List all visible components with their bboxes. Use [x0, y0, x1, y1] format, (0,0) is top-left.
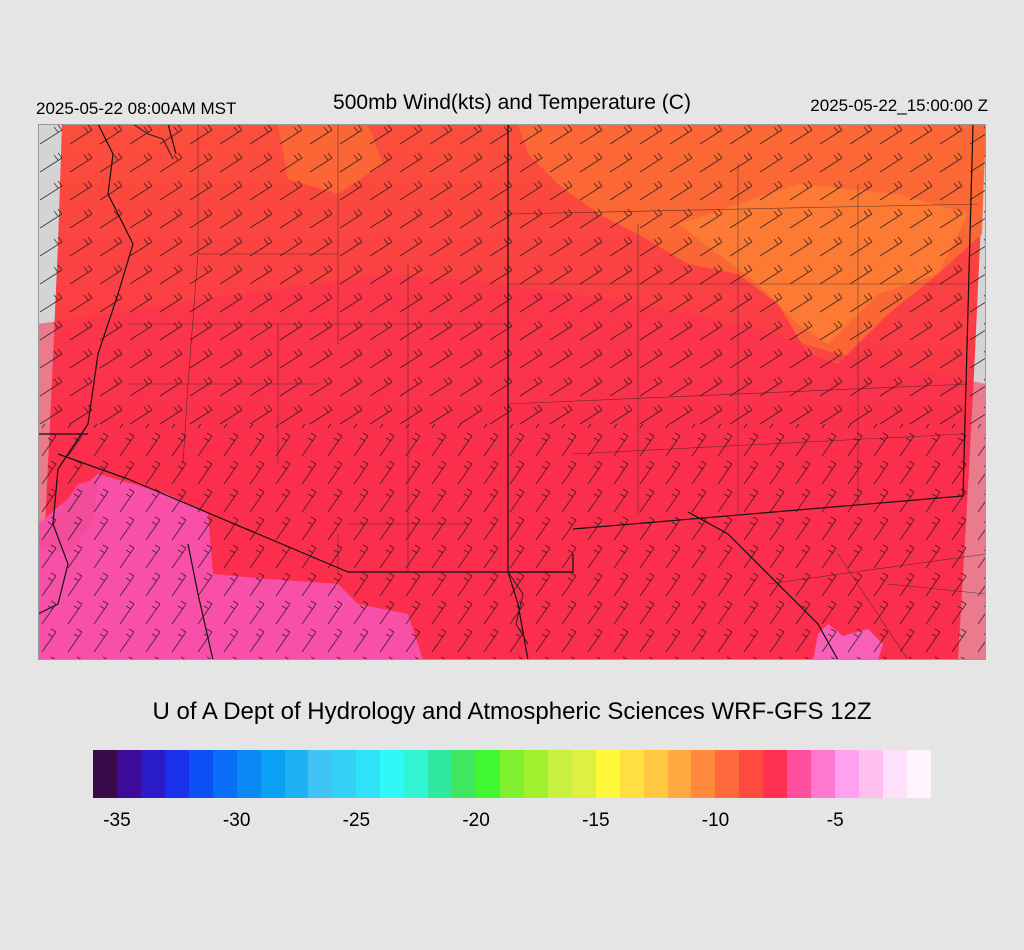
colorbar-tick-label: -25 [342, 810, 371, 831]
colorbar-swatch [906, 750, 931, 798]
colorbar-swatch [643, 750, 668, 798]
wind-barbs-north [38, 124, 986, 424]
colorbar-swatch [380, 750, 405, 798]
colorbar-tick-label: -30 [222, 810, 251, 831]
colorbar-tick-label: -20 [462, 810, 490, 831]
temperature-wind-map [38, 124, 986, 660]
colorbar-swatch [452, 750, 476, 798]
map-title: 500mb Wind(kts) and Temperature (C) [333, 91, 691, 114]
colorbar-swatch [667, 750, 692, 798]
colorbar-swatch [763, 750, 788, 798]
state-boundaries [38, 124, 974, 660]
colorbar-swatch [404, 750, 429, 798]
colorbar-swatch [595, 750, 620, 798]
colorbar-tick-label: -10 [701, 810, 730, 831]
colorbar-tick-label: -5 [826, 810, 844, 831]
colorbar-swatch [260, 750, 285, 798]
valid-time-local: 2025-05-22 08:00AM MST [36, 99, 237, 118]
colorbar-swatch [332, 750, 357, 798]
rivers [132, 124, 529, 645]
colorbar-swatch [787, 750, 812, 798]
colorbar-swatch [835, 750, 859, 798]
colorbar-swatch [188, 750, 213, 798]
colorbar-swatch [499, 750, 524, 798]
colorbar-swatch [571, 750, 596, 798]
colorbar-swatch [236, 750, 261, 798]
wind-barbs-south [38, 424, 986, 660]
colorbar-swatch [691, 750, 716, 798]
colorbar-swatch [93, 750, 117, 798]
colorbar-swatch [284, 750, 309, 798]
colorbar-swatch [882, 750, 907, 798]
colorbar-ticks: -35 -30 -25 -20 -15 -10 -5 [93, 810, 931, 840]
colorbar-swatch [739, 750, 764, 798]
colorbar-swatch [547, 750, 572, 798]
map-panel [38, 124, 986, 660]
model-credit: U of A Dept of Hydrology and Atmospheric… [152, 698, 872, 725]
colorbar-swatch [212, 750, 237, 798]
colorbar-swatch [356, 750, 381, 798]
colorbar-swatch [619, 750, 644, 798]
colorbar-swatch [140, 750, 165, 798]
colorbar-swatch [164, 750, 189, 798]
colorbar-swatch [116, 750, 141, 798]
colorbar-swatch [811, 750, 836, 798]
valid-time-utc: 2025-05-22_15:00:00 Z [810, 96, 988, 115]
colorbar-tick-label: -15 [582, 810, 610, 831]
county-boundaries [128, 124, 986, 660]
colorbar-swatch [428, 750, 453, 798]
colorbar-swatch [476, 750, 500, 798]
colorbar-swatch [715, 750, 740, 798]
colorbar-tick-label: -35 [103, 810, 131, 831]
temperature-colorbar [93, 750, 931, 798]
colorbar-swatch [308, 750, 333, 798]
colorbar-swatch [523, 750, 548, 798]
colorbar-swatch [859, 750, 883, 798]
